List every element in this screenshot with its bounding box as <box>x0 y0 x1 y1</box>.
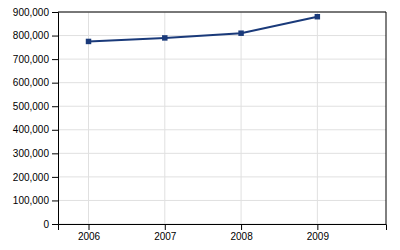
y-tick: 300,000 <box>13 148 58 159</box>
y-tick: 900,000 <box>13 7 58 18</box>
x-tick-mark <box>241 224 242 230</box>
y-tick-mark <box>52 177 58 178</box>
marker <box>162 35 167 40</box>
x-tick: 2008 <box>230 224 253 242</box>
grid-line-y <box>58 153 386 154</box>
marker <box>315 14 320 19</box>
y-tick-mark <box>52 153 58 154</box>
y-tick: 500,000 <box>13 101 58 112</box>
marker <box>238 30 243 35</box>
y-tick-mark <box>52 59 58 60</box>
x-tick-label: 2009 <box>307 231 330 242</box>
y-axis: 0 100,000 200,000 300,000 400,000 500,000 600,… <box>13 7 59 230</box>
y-tick-mark <box>52 200 58 201</box>
x-tick-label: 2006 <box>78 231 101 242</box>
y-tick: 400,000 <box>13 124 58 135</box>
grid-line-y <box>58 59 386 60</box>
y-tick-label: 300,000 <box>13 148 50 159</box>
x-tick-label: 2008 <box>230 231 253 242</box>
y-tick-mark <box>52 83 58 84</box>
grid-line-y <box>58 200 386 201</box>
x-axis: 2006 2007 2008 2009 <box>59 224 387 242</box>
grid-line-x <box>164 12 165 224</box>
y-tick-mark <box>52 12 58 13</box>
y-tick-label: 600,000 <box>13 77 50 88</box>
y-tick-mark <box>52 36 58 37</box>
y-tick-label: 100,000 <box>13 195 50 206</box>
y-tick: 600,000 <box>13 77 58 88</box>
x-axis-line <box>59 225 387 231</box>
grid-line-y <box>58 12 386 13</box>
y-tick-label: 900,000 <box>13 7 50 18</box>
grid <box>58 12 386 224</box>
grid-line-x <box>317 12 318 224</box>
x-tick-label: 2007 <box>154 231 177 242</box>
frame-top <box>58 12 386 13</box>
grid-line-x <box>241 12 242 224</box>
y-tick-label: 500,000 <box>13 101 50 112</box>
y-tick: 200,000 <box>13 172 58 183</box>
line <box>89 17 318 42</box>
y-tick-label: 700,000 <box>13 54 50 65</box>
grid-line-y <box>58 106 386 107</box>
y-tick-mark <box>52 130 58 131</box>
y-tick-label: 400,000 <box>13 124 50 135</box>
chart-svg: 2006 2007 2008 2009 0 100,000 200,000 300,000 40… <box>0 0 400 250</box>
y-tick-mark <box>52 106 58 107</box>
x-tick: 2009 <box>307 224 330 242</box>
plot-area: 2006 2007 2008 2009 0 100,000 200,000 300,000 40… <box>13 7 387 242</box>
y-tick-label: 800,000 <box>13 30 50 41</box>
x-tick-mark <box>89 224 90 230</box>
y-tick-label: 200,000 <box>13 172 50 183</box>
y-tick-label: 0 <box>43 219 49 230</box>
y-tick: 100,000 <box>13 195 58 206</box>
grid-line-y <box>58 129 386 130</box>
x-tick: 2007 <box>154 224 177 242</box>
x-tick-mark <box>165 224 166 230</box>
y-tick-mark <box>52 224 58 225</box>
grid-line-y <box>58 176 386 177</box>
y-axis-line <box>52 13 59 225</box>
y-tick: 700,000 <box>13 54 58 65</box>
marker <box>86 39 91 44</box>
chart-container: 2006 2007 2008 2009 0 100,000 200,000 300,000 40… <box>0 0 400 250</box>
y-tick: 800,000 <box>13 30 58 41</box>
frame-right <box>386 12 387 224</box>
grid-line-y <box>58 82 386 83</box>
x-tick-mark <box>317 224 318 230</box>
x-tick: 2006 <box>78 224 101 242</box>
y-tick: 0 <box>43 219 58 230</box>
series <box>86 14 320 44</box>
